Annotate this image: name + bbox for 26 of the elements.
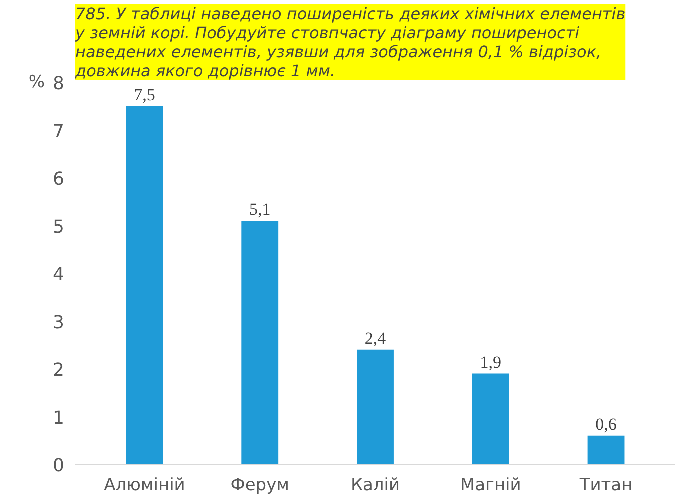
bar (357, 350, 394, 464)
y-tick-label: 1 (53, 408, 64, 429)
y-axis-title: % (28, 72, 46, 92)
x-tick-label: Калій (350, 476, 400, 496)
bar (588, 436, 625, 464)
bar (126, 106, 164, 464)
data-label: 0,6 (596, 414, 617, 434)
y-tick-label: 4 (53, 264, 64, 286)
x-tick-label: Ферум (230, 476, 290, 496)
data-label: 2,4 (364, 328, 387, 348)
y-tick-label: 8 (53, 74, 64, 94)
y-tick-label: 7 (53, 121, 64, 142)
y-tick-label: 0 (53, 456, 64, 476)
chart-title: 785. У таблиці наведено поширеність деяких хімічних елементів у земній корі. Побудуйте стовпчасту діаграму поширеності наведених елементів, узявши для зображення 0,1 % відрізок, довжина якого дорівнює 1 мм. (74, 4, 626, 80)
x-tick-label: Титан (578, 476, 633, 496)
y-tick-label: 6 (53, 169, 64, 190)
x-tick-label: Магній (460, 476, 522, 496)
data-label: 7,5 (134, 85, 156, 104)
bar (472, 374, 510, 464)
x-tick-label: Алюміній (104, 476, 186, 496)
y-tick-label: 2 (53, 360, 64, 381)
bar (242, 220, 279, 464)
data-label: 5,1 (249, 200, 271, 219)
y-tick-label: 3 (53, 312, 64, 334)
data-label: 1,9 (480, 352, 502, 372)
y-tick-label: 5 (53, 216, 64, 238)
